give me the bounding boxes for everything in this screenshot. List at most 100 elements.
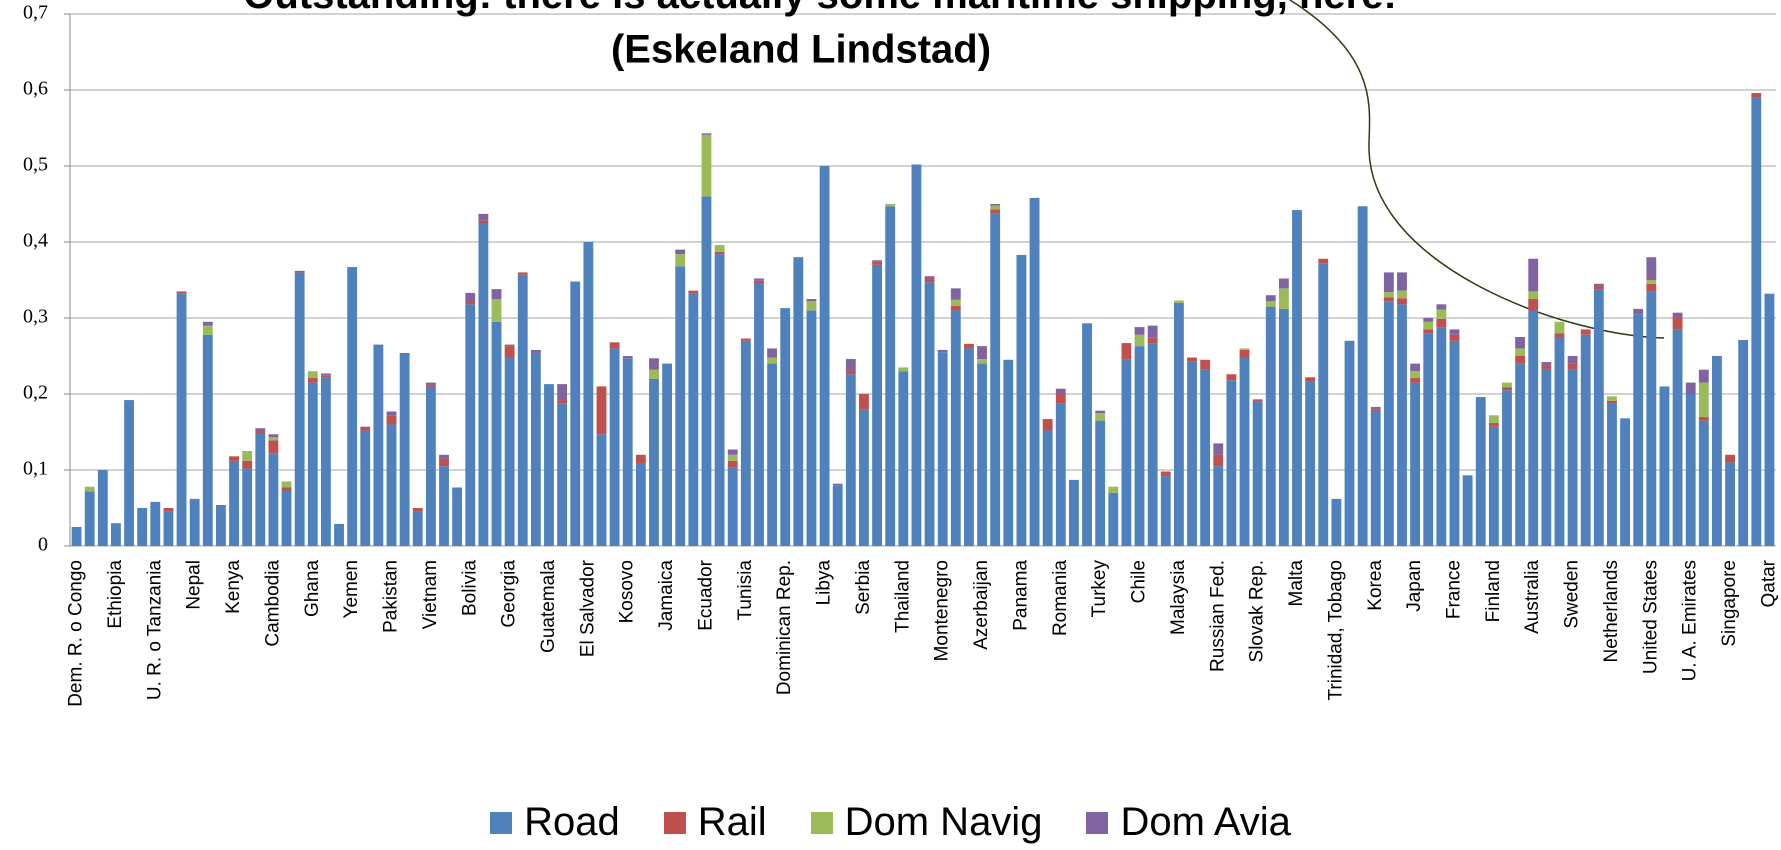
bar-segment xyxy=(1580,329,1591,335)
bar-segment xyxy=(649,378,659,546)
y-tick-label: 0,5 xyxy=(23,154,48,176)
bar-segment xyxy=(307,378,318,383)
bar-segment xyxy=(911,164,922,547)
bar-segment xyxy=(832,483,843,486)
bar-segment xyxy=(1436,309,1447,319)
bar-segment xyxy=(1515,348,1526,356)
bar-segment xyxy=(1016,254,1027,547)
bar-segment xyxy=(557,403,568,546)
y-tick-label: 0 xyxy=(38,534,48,556)
bar-segment xyxy=(872,264,882,546)
x-tick-label: France xyxy=(1444,560,1465,619)
x-tick-label: Singapore xyxy=(1719,560,1740,647)
bar-segment xyxy=(937,349,948,353)
bar-segment xyxy=(1580,334,1591,546)
bar-segment xyxy=(1305,381,1316,546)
bar-segment xyxy=(1738,340,1749,546)
bar-segment xyxy=(84,491,95,546)
y-tick-label: 0,6 xyxy=(23,78,48,100)
x-tick-label: Slovak Rep. xyxy=(1247,560,1268,662)
bar-segment xyxy=(1410,363,1421,372)
bar-segment xyxy=(189,498,200,546)
bar-segment xyxy=(872,260,882,262)
bar-segment xyxy=(452,487,463,546)
bar-segment xyxy=(872,261,882,265)
bar-segment xyxy=(780,308,791,546)
bar-segment xyxy=(491,289,502,299)
bar-segment xyxy=(924,276,935,279)
legend-item: Dom Navig xyxy=(810,800,1042,845)
x-tick-label: Ecuador xyxy=(695,559,716,630)
bar-segment xyxy=(399,352,410,546)
bar-segment xyxy=(990,205,1001,210)
bar-segment xyxy=(950,310,961,546)
bar-segment xyxy=(1134,334,1145,347)
y-tick-label: 0,3 xyxy=(23,306,48,328)
bar-segment xyxy=(425,387,436,546)
bar-segment xyxy=(1475,397,1486,546)
bar-segment xyxy=(517,274,528,546)
bar-segment xyxy=(806,301,817,311)
bar-segment xyxy=(950,288,961,300)
bar-segment xyxy=(1278,288,1289,309)
bar-segment xyxy=(1698,369,1709,383)
bar-segment xyxy=(1515,337,1526,349)
bar-segment xyxy=(1712,356,1722,546)
bar-segment xyxy=(465,302,476,305)
bar-segment xyxy=(1397,298,1407,305)
x-tick-label: Vietnam xyxy=(420,560,441,629)
bar-segment xyxy=(688,290,699,294)
bar-segment xyxy=(1607,400,1617,404)
x-tick-label: Pakistan xyxy=(381,560,402,633)
bar-segment xyxy=(1160,476,1171,546)
bar-segment xyxy=(950,299,961,306)
bar-segment xyxy=(439,466,449,546)
bar-segment xyxy=(202,321,213,326)
bar-segment xyxy=(1239,348,1250,350)
x-tick-label: Yemen xyxy=(341,560,362,618)
bar-segment xyxy=(727,467,738,546)
x-tick-label: Kenya xyxy=(223,560,244,614)
bar-segment xyxy=(281,481,292,488)
bar-segment xyxy=(1055,394,1066,404)
bar-segment xyxy=(1633,314,1644,546)
bar-segment xyxy=(1187,361,1197,546)
bar-segment xyxy=(215,504,226,546)
bar-segment xyxy=(320,377,331,546)
bar-segment xyxy=(491,321,502,546)
bar-segment xyxy=(294,272,305,546)
bar-segment xyxy=(701,196,712,546)
bar-segment xyxy=(386,411,397,416)
bar-segment xyxy=(649,369,659,379)
bar-segment xyxy=(97,470,108,546)
bar-segment xyxy=(1265,301,1276,307)
x-tick-label: Finland xyxy=(1483,560,1504,622)
bar-segment xyxy=(832,485,843,546)
x-tick-label: Malta xyxy=(1286,560,1307,607)
bar-segment xyxy=(425,385,436,388)
bar-segment xyxy=(163,508,174,512)
bar-segment xyxy=(977,363,987,546)
y-tick-label: 0,7 xyxy=(23,2,48,24)
bar-segment xyxy=(898,371,909,546)
bar-segment xyxy=(1698,416,1709,421)
bar-segment xyxy=(268,453,279,546)
bar-segment xyxy=(740,338,751,341)
bar-segment xyxy=(754,278,764,281)
bar-segment xyxy=(1213,466,1224,546)
bar-segment xyxy=(675,249,686,255)
bar-segment xyxy=(1620,418,1631,546)
bar-segment xyxy=(478,220,489,223)
bar-segment xyxy=(845,370,856,375)
bar-segment xyxy=(307,371,318,379)
bar-segment xyxy=(242,460,253,469)
legend-swatch xyxy=(1086,811,1109,834)
bar-segment xyxy=(859,394,869,410)
x-tick-label: Turkey xyxy=(1089,560,1110,618)
bar-segment xyxy=(1042,419,1053,431)
x-tick-label: Montenegro xyxy=(932,560,953,661)
bar-segment xyxy=(1331,498,1342,546)
bar-segment xyxy=(806,310,817,546)
x-tick-label: Malaysia xyxy=(1168,560,1189,635)
chart-subtitle: (Eskeland Lindstad) xyxy=(611,28,991,72)
